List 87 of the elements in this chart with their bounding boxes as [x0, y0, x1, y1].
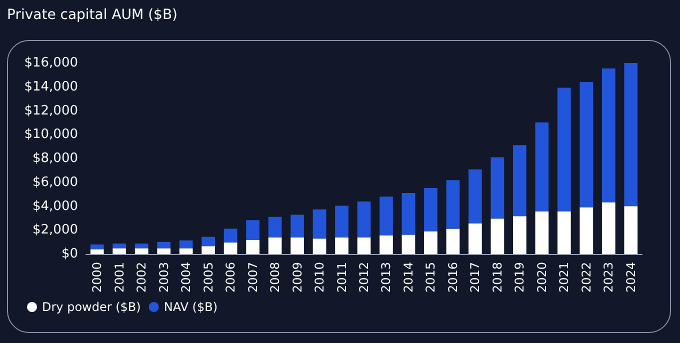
- bar: [202, 246, 215, 254]
- bar: [424, 188, 438, 232]
- bar: [357, 238, 371, 254]
- bar: [246, 220, 260, 240]
- bar: [179, 248, 193, 254]
- x-tick-label: 2003: [156, 262, 171, 293]
- x-tick-label: 2021: [557, 262, 572, 293]
- bar: [535, 212, 549, 254]
- y-tick-label: $0: [61, 246, 78, 262]
- x-tick-label: 2006: [224, 262, 238, 293]
- x-tick-label: 2017: [468, 262, 482, 293]
- x-tick-label: 2022: [579, 262, 594, 293]
- bar: [424, 231, 438, 254]
- y-tick-label: $8,000: [32, 151, 78, 166]
- y-tick-label: $2,000: [32, 222, 78, 238]
- y-tick-label: $6,000: [32, 174, 78, 190]
- legend-label: Dry powder ($B): [42, 300, 141, 314]
- bar: [380, 196, 393, 236]
- bar: [490, 157, 504, 219]
- bar: [268, 238, 282, 254]
- bar: [112, 248, 126, 254]
- x-tick-label: 2013: [379, 262, 394, 293]
- y-tick-label: $14,000: [24, 79, 78, 94]
- bar: [357, 201, 371, 238]
- bar: [335, 238, 348, 254]
- y-tick-label: $16,000: [24, 56, 78, 70]
- bar: [490, 218, 504, 254]
- bar: [624, 63, 638, 206]
- bar: [179, 240, 193, 248]
- x-tick-label: 2000: [90, 262, 104, 293]
- bar: [90, 244, 104, 250]
- x-tick-label: 2004: [179, 262, 194, 293]
- x-tick-label: 2023: [602, 262, 616, 293]
- x-tick-label: 2009: [290, 262, 304, 293]
- x-tick-label: 2016: [446, 262, 460, 293]
- bar: [224, 228, 238, 243]
- bar: [557, 212, 571, 254]
- bar: [202, 236, 215, 246]
- x-tick-label: 2019: [512, 262, 527, 293]
- bar: [134, 244, 148, 248]
- bar: [312, 238, 326, 254]
- bar: [602, 202, 616, 254]
- y-tick-label: $4,000: [32, 198, 78, 214]
- legend-label: NAV ($B): [164, 300, 218, 314]
- bar: [402, 193, 416, 235]
- bar: [112, 244, 126, 248]
- x-tick-label: 2011: [334, 262, 349, 293]
- y-tick-label: $12,000: [24, 103, 78, 118]
- bar: [446, 228, 460, 254]
- chart-title: Private capital AUM ($B): [7, 7, 178, 23]
- x-tick-label: 2002: [134, 262, 149, 293]
- bar: [624, 206, 638, 254]
- x-tick-label: 2024: [624, 262, 638, 293]
- bar: [446, 180, 460, 229]
- bar: [468, 223, 482, 254]
- x-tick-label: 2012: [357, 262, 371, 293]
- bar: [224, 242, 238, 254]
- bar: [513, 145, 526, 216]
- bar: [134, 248, 148, 254]
- bar: [246, 240, 260, 254]
- x-tick-label: 2005: [201, 262, 216, 293]
- bar: [580, 82, 594, 208]
- x-tick-label: 2010: [312, 262, 327, 293]
- x-tick-label: 2014: [401, 262, 416, 293]
- y-tick-label: $10,000: [24, 127, 78, 142]
- x-tick-label: 2020: [534, 262, 549, 293]
- bar: [402, 234, 416, 254]
- bar: [268, 216, 282, 238]
- bar: [513, 216, 526, 254]
- bar: [290, 214, 304, 238]
- x-tick-label: 2018: [490, 262, 504, 293]
- bar: [380, 235, 393, 254]
- bar: [468, 169, 482, 224]
- bar: [602, 68, 616, 202]
- x-tick-label: 2007: [246, 262, 260, 293]
- bar: [157, 242, 171, 248]
- x-tick-label: 2001: [112, 262, 126, 293]
- bar: [90, 249, 104, 254]
- bar: [535, 122, 549, 212]
- x-tick-label: 2008: [268, 262, 282, 293]
- bar: [335, 206, 348, 238]
- bar: [557, 88, 571, 212]
- x-tick-label: 2015: [424, 262, 438, 293]
- bar: [312, 209, 326, 239]
- bar: [157, 248, 171, 254]
- bar: [290, 238, 304, 254]
- bar: [580, 207, 594, 254]
